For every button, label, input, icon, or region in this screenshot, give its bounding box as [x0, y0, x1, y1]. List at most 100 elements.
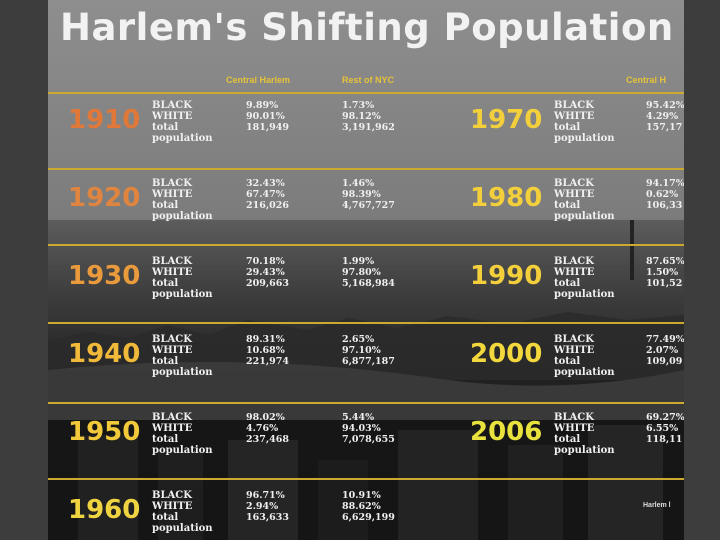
label-black: BLACK	[152, 490, 192, 501]
central-harlem-right: 87.65% 1.50% 101,52	[646, 256, 684, 289]
central-harlem-value: 163,633	[246, 512, 289, 523]
label-total: total	[152, 356, 179, 367]
central-harlem-right-value: 157,17	[646, 122, 683, 133]
divider-line	[48, 478, 684, 480]
central-harlem-right-value: 95.42%	[646, 100, 684, 111]
central-harlem: 98.02% 4.76% 237,468	[246, 412, 289, 445]
label-black: BLACK	[554, 178, 594, 189]
year-label: 1950	[68, 417, 141, 447]
label-white: WHITE	[554, 267, 595, 278]
rest-of-nyc-value: 6,629,199	[342, 512, 395, 523]
label-black: BLACK	[152, 412, 192, 423]
label-total: total	[152, 512, 179, 523]
label-total: total	[554, 278, 581, 289]
rest-of-nyc-value: 3,191,962	[342, 122, 395, 133]
central-harlem-value: 32.43%	[246, 178, 285, 189]
central-harlem-right-value: 87.65%	[646, 256, 684, 267]
year-label: 2000	[470, 339, 543, 369]
central-harlem-value: 67.47%	[246, 189, 285, 200]
central-harlem-value: 29.43%	[246, 267, 285, 278]
central-harlem-right-value: 77.49%	[646, 334, 684, 345]
central-harlem-value: 9.89%	[246, 100, 279, 111]
central-harlem-value: 10.68%	[246, 345, 285, 356]
rest-of-nyc-value: 7,078,655	[342, 434, 395, 445]
year-label: 2006	[470, 417, 543, 447]
rest-of-nyc: 1.46% 98.39% 4,767,727	[342, 178, 395, 211]
label-white: WHITE	[554, 345, 595, 356]
rest-of-nyc-value: 5.44%	[342, 412, 375, 423]
central-harlem-right-value: 1.50%	[646, 267, 679, 278]
central-harlem-right-value: 4.29%	[646, 111, 679, 122]
central-harlem-value: 209,663	[246, 278, 289, 289]
label-population: population	[554, 289, 615, 300]
rest-of-nyc-value: 2.65%	[342, 334, 375, 345]
rest-of-nyc-value: 10.91%	[342, 490, 381, 501]
central-harlem-right-value: 0.62%	[646, 189, 679, 200]
label-black: BLACK	[554, 412, 594, 423]
label-population: population	[554, 445, 615, 456]
column-header-central-harlem: Central Harlem	[226, 75, 291, 85]
central-harlem-value: 89.31%	[246, 334, 285, 345]
rest-of-nyc-value: 1.99%	[342, 256, 375, 267]
label-black: BLACK	[554, 256, 594, 267]
label-white: WHITE	[554, 189, 595, 200]
year-label: 1980	[470, 183, 543, 213]
category-labels: BLACK WHITE total population	[152, 412, 213, 456]
label-total: total	[554, 356, 581, 367]
label-population: population	[152, 133, 213, 144]
central-harlem: 96.71% 2.94% 163,633	[246, 490, 289, 523]
label-white: WHITE	[152, 189, 193, 200]
central-harlem-value: 2.94%	[246, 501, 279, 512]
category-labels: BLACK WHITE total population	[554, 178, 615, 222]
central-harlem: 9.89% 90.01% 181,949	[246, 100, 289, 133]
label-white: WHITE	[152, 501, 193, 512]
divider-line	[48, 244, 684, 246]
central-harlem: 70.18% 29.43% 209,663	[246, 256, 289, 289]
label-white: WHITE	[554, 111, 595, 122]
central-harlem-right: 69.27% 6.55% 118,11	[646, 412, 684, 445]
rest-of-nyc-value: 1.73%	[342, 100, 375, 111]
category-labels: BLACK WHITE total population	[554, 100, 615, 144]
central-harlem-value: 4.76%	[246, 423, 279, 434]
label-total: total	[152, 122, 179, 133]
label-population: population	[152, 523, 213, 534]
label-population: population	[152, 367, 213, 378]
label-black: BLACK	[554, 100, 594, 111]
central-harlem-value: 216,026	[246, 200, 289, 211]
rest-of-nyc-value: 1.46%	[342, 178, 375, 189]
label-population: population	[554, 133, 615, 144]
central-harlem-value: 96.71%	[246, 490, 285, 501]
divider-line	[48, 168, 684, 170]
category-labels: BLACK WHITE total population	[152, 490, 213, 534]
label-white: WHITE	[554, 423, 595, 434]
rest-of-nyc-value: 88.62%	[342, 501, 381, 512]
category-labels: BLACK WHITE total population	[152, 100, 213, 144]
divider-line	[48, 92, 684, 94]
category-labels: BLACK WHITE total population	[554, 256, 615, 300]
central-harlem-value: 70.18%	[246, 256, 285, 267]
central-harlem-value: 221,974	[246, 356, 289, 367]
rest-of-nyc: 1.99% 97.80% 5,168,984	[342, 256, 395, 289]
label-population: population	[152, 211, 213, 222]
label-population: population	[554, 211, 615, 222]
central-harlem: 89.31% 10.68% 221,974	[246, 334, 289, 367]
label-black: BLACK	[152, 334, 192, 345]
label-population: population	[152, 445, 213, 456]
label-black: BLACK	[152, 178, 192, 189]
label-total: total	[152, 200, 179, 211]
central-harlem-right: 94.17% 0.62% 106,33	[646, 178, 684, 211]
label-black: BLACK	[554, 334, 594, 345]
central-harlem-right: 95.42% 4.29% 157,17	[646, 100, 684, 133]
rest-of-nyc-value: 97.10%	[342, 345, 381, 356]
label-population: population	[152, 289, 213, 300]
central-harlem-right-value: 94.17%	[646, 178, 684, 189]
label-total: total	[554, 434, 581, 445]
photo-credit: Harlem l	[643, 502, 671, 509]
year-label: 1940	[68, 339, 141, 369]
rest-of-nyc: 10.91% 88.62% 6,629,199	[342, 490, 395, 523]
divider-line	[48, 402, 684, 404]
year-label: 1910	[68, 105, 141, 135]
poster-title: Harlem's Shifting Population	[60, 6, 674, 49]
label-total: total	[152, 278, 179, 289]
year-label: 1970	[470, 105, 543, 135]
